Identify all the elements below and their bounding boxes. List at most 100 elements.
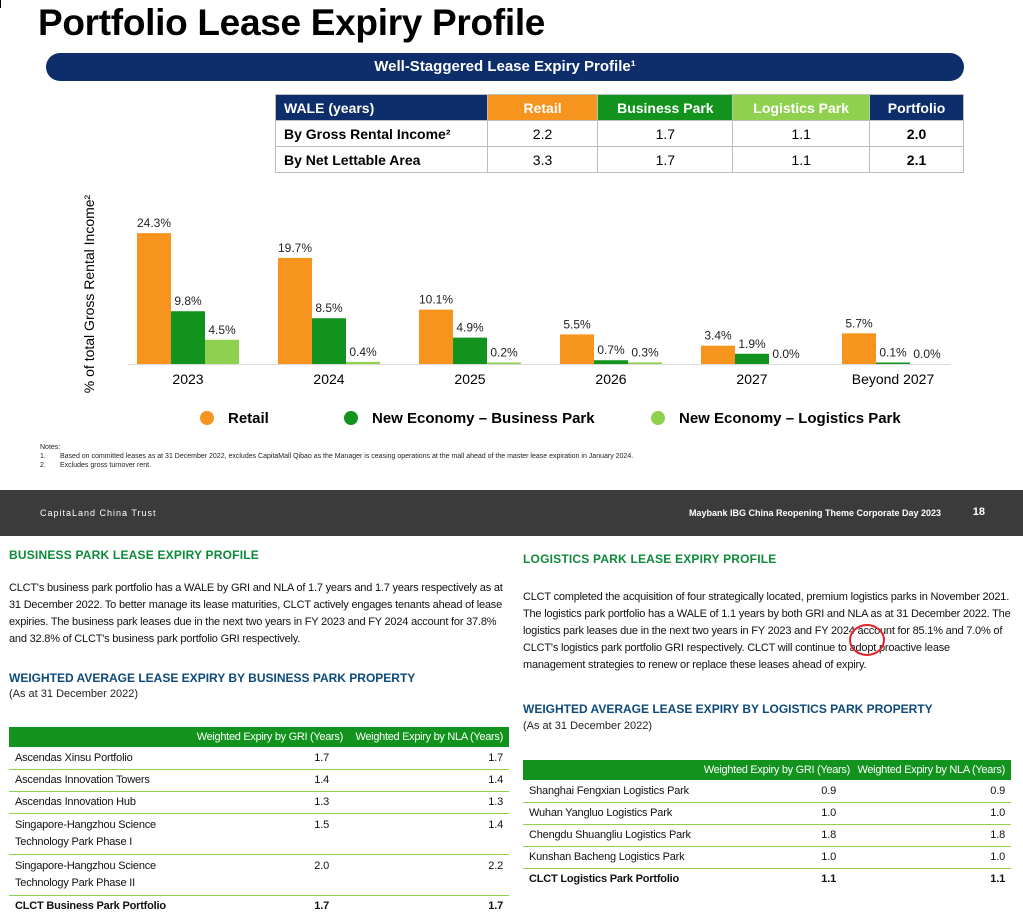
nla-value: 1.0: [856, 802, 1011, 825]
data-label: 10.1%: [419, 293, 453, 307]
lp-section-heading: LOGISTICS PARK LEASE EXPIRY PROFILE: [523, 552, 777, 566]
legend-swatch-logistics-park: [651, 411, 665, 425]
bar-new-economy-business-park-beyond-2027: [876, 362, 910, 364]
lp-header-gri: Weighted Expiry by GRI (Years): [701, 760, 856, 780]
wale-row-label: By Net Lettable Area: [275, 146, 488, 173]
bp-table-header: Weighted Expiry by GRI (Years) Weighted …: [9, 727, 509, 747]
data-label: 0.7%: [597, 343, 625, 357]
table-row: Ascendas Xinsu Portfolio 1.7 1.7: [9, 747, 509, 770]
lp-paragraph: CLCT completed the acquisition of four s…: [523, 591, 1011, 671]
property-name: Ascendas Innovation Hub: [9, 791, 179, 814]
bar-new-economy-business-park-2026: [594, 360, 628, 364]
data-label: 3.4%: [704, 329, 732, 343]
x-tick-label: Beyond 2027: [852, 371, 935, 387]
note-item: 2. Excludes gross turnover rent.: [40, 461, 633, 470]
bar-retail-beyond-2027: [842, 333, 876, 364]
lp-table-header: Weighted Expiry by GRI (Years) Weighted …: [523, 760, 1011, 780]
bp-property-table: Weighted Expiry by GRI (Years) Weighted …: [9, 727, 509, 917]
nla-value: 1.4: [349, 813, 509, 855]
lease-expiry-bar-chart: % of total Gross Rental Income² 24.3% 9.8%…: [81, 194, 950, 393]
bar-retail-2023: [137, 233, 171, 364]
data-label: 4.9%: [456, 321, 484, 335]
bar-retail-2025: [419, 309, 453, 364]
bar-retail-2027: [701, 345, 735, 364]
gri-value: 1.5: [179, 813, 349, 855]
bar-new-economy-business-park-2025: [453, 337, 487, 364]
wale-cell-retail: 3.3: [486, 146, 599, 173]
table-row-total: CLCT Business Park Portfolio 1.7 1.7: [9, 895, 509, 917]
gri-value: 1.1: [821, 873, 836, 886]
table-row: Shanghai Fengxian Logistics Park 0.9 0.9: [523, 780, 1011, 803]
property-name: Singapore-Hangzhou Science Technology Pa…: [9, 813, 179, 855]
page-number: 18: [972, 506, 985, 518]
data-label: 0.2%: [490, 346, 518, 360]
table-row: Kunshan Bacheng Logistics Park 1.0 1.0: [523, 846, 1011, 869]
table-row-total: CLCT Logistics Park Portfolio 1.1 1.1: [523, 868, 1011, 890]
property-name: Singapore-Hangzhou Science Technology Pa…: [9, 854, 179, 896]
data-label: 0.3%: [631, 345, 659, 359]
table-row: Ascendas Innovation Towers 1.4 1.4: [9, 769, 509, 792]
legend-label: Retail: [228, 409, 269, 427]
data-label: 0.0%: [772, 347, 800, 361]
gri-value: 0.9: [701, 780, 856, 803]
notes-heading: Notes:: [40, 444, 61, 451]
wale-cell-portfolio: 2.0: [869, 120, 964, 147]
gri-value: 1.0: [701, 802, 856, 825]
gri-value: 1.0: [701, 846, 856, 869]
wale-header-business-park: Business Park: [597, 94, 734, 121]
gri-value: 1.3: [179, 791, 349, 814]
x-tick-label: 2023: [172, 371, 203, 387]
wale-cell-portfolio: 2.1: [869, 146, 964, 173]
bp-paragraph: CLCT's business park portfolio has a WAL…: [9, 582, 503, 645]
nla-value: 1.7: [488, 900, 503, 913]
bar-new-economy-business-park-2023: [171, 311, 205, 364]
gri-value: 1.7: [314, 900, 329, 913]
property-name: Chengdu Shuangliu Logistics Park: [523, 824, 701, 847]
bp-header-gri: Weighted Expiry by GRI (Years): [179, 727, 349, 747]
data-label: 0.4%: [349, 345, 377, 359]
nla-value: 1.3: [349, 791, 509, 814]
data-label: 0.1%: [879, 346, 907, 360]
property-name: Wuhan Yangluo Logistics Park: [523, 802, 701, 825]
wale-row-nla: By Net Lettable Area 3.3 1.7 1.1 2.1: [275, 146, 964, 173]
gri-value: 1.7: [179, 747, 349, 770]
nla-value: 1.4: [349, 769, 509, 792]
data-label: 5.7%: [845, 316, 873, 330]
data-label: 8.5%: [315, 301, 343, 315]
gri-value: 1.4: [179, 769, 349, 792]
lp-header-blank: [523, 760, 701, 780]
property-name: CLCT Business Park Portfolio: [15, 900, 166, 913]
bar-retail-2026: [560, 334, 594, 364]
property-name: Kunshan Bacheng Logistics Park: [523, 846, 701, 869]
highlight-circle: [849, 624, 885, 656]
notes: Notes: 1. Based on committed leases as at…: [40, 443, 633, 470]
slide-footer: CapitaLand China Trust Maybank IBG China…: [0, 490, 1023, 536]
wale-cell-bp: 1.7: [597, 120, 734, 147]
bar-new-economy-logistics-park-2024: [346, 361, 380, 364]
footer-brand: CapitaLand China Trust: [40, 508, 157, 518]
wale-header-row: WALE (years) Retail Business Park Logist…: [275, 94, 964, 121]
wale-cell-lp: 1.1: [732, 146, 871, 173]
nla-value: 1.0: [856, 846, 1011, 869]
bp-table-heading: WEIGHTED AVERAGE LEASE EXPIRY BY BUSINES…: [9, 671, 416, 685]
note-number: 1.: [40, 453, 46, 460]
bp-header-blank: [9, 727, 179, 747]
property-name: Ascendas Innovation Towers: [9, 769, 179, 792]
gri-value: 2.0: [179, 854, 349, 896]
y-axis-label: % of total Gross Rental Income²: [81, 194, 97, 393]
wale-table: WALE (years) Retail Business Park Logist…: [275, 94, 964, 173]
table-row: Singapore-Hangzhou Science Technology Pa…: [9, 813, 509, 855]
x-tick-label: 2026: [595, 371, 626, 387]
legend-retail: Retail: [200, 408, 269, 428]
bp-header-nla: Weighted Expiry by NLA (Years): [349, 727, 509, 747]
note-text: Excludes gross turnover rent.: [60, 462, 152, 469]
legend-logistics-park: New Economy – Logistics Park: [651, 408, 901, 428]
nla-value: 1.7: [349, 747, 509, 770]
nla-value: 1.1: [990, 873, 1005, 886]
nla-value: 2.2: [349, 854, 509, 896]
wale-row-gri: By Gross Rental Income² 2.2 1.7 1.1 2.0: [275, 120, 964, 147]
table-row: Wuhan Yangluo Logistics Park 1.0 1.0: [523, 802, 1011, 825]
data-label: 9.8%: [174, 294, 202, 308]
bp-as-at: (As at 31 December 2022): [9, 688, 139, 700]
property-name: Shanghai Fengxian Logistics Park: [523, 780, 701, 803]
